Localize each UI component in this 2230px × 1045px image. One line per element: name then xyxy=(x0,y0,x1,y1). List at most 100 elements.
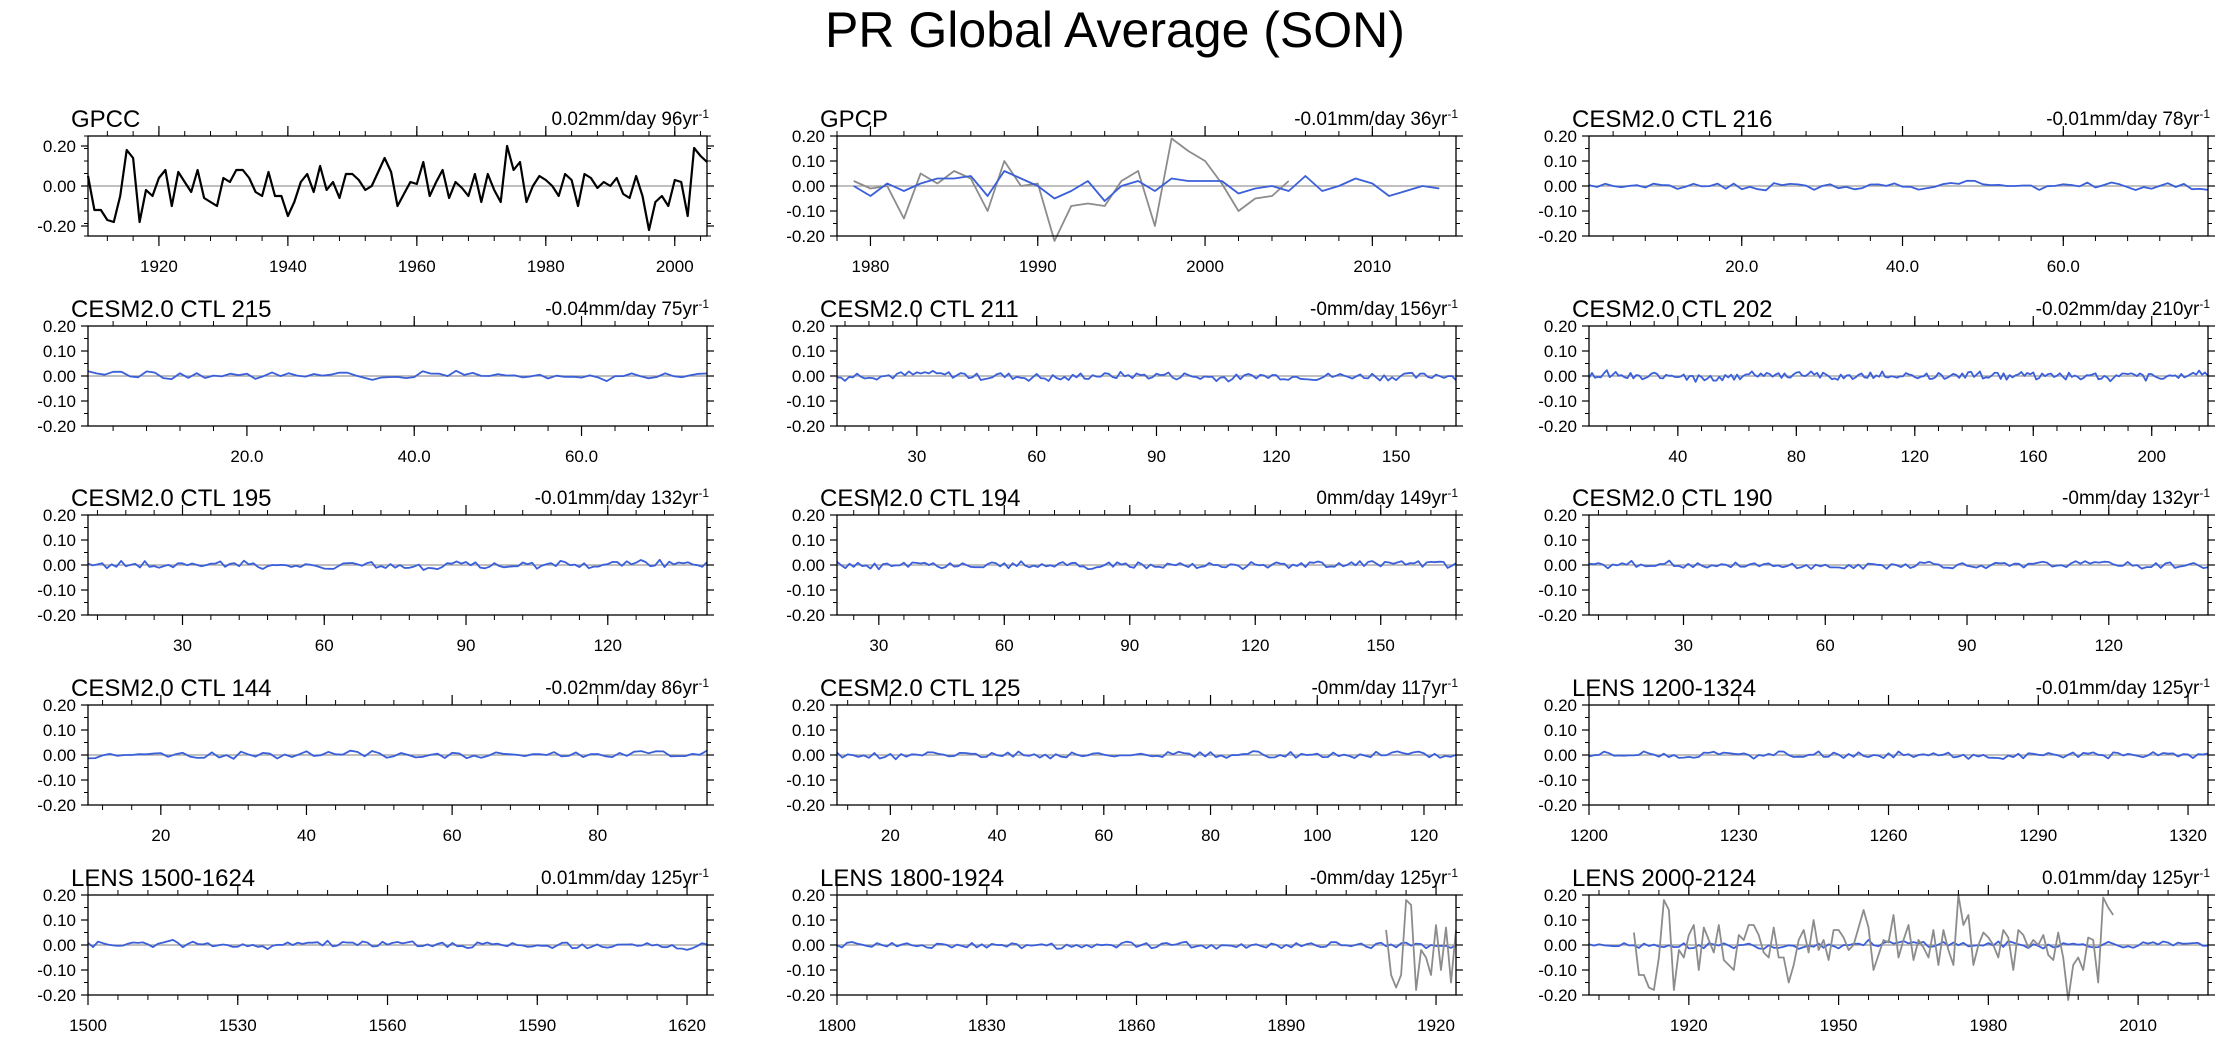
y-tick-label: 0.10 xyxy=(1544,531,1577,550)
x-tick-label: 1890 xyxy=(1267,1016,1305,1035)
x-tick-label: 120 xyxy=(594,636,622,655)
panel-title: GPCP xyxy=(820,106,888,133)
y-tick-label: 0.10 xyxy=(43,721,76,740)
y-tick-label: 0.20 xyxy=(1544,127,1577,146)
x-tick-label: 120 xyxy=(1241,636,1269,655)
x-tick-label: 1920 xyxy=(140,257,178,276)
y-tick-label: -0.20 xyxy=(37,986,76,1005)
y-tick-label: -0.10 xyxy=(1538,581,1577,600)
panel: LENS 1200-1324 -0.01mm/day 125yr-1 0.20 0.1… xyxy=(1538,675,2215,845)
panel-trend: -0mm/day 132yr-1 xyxy=(2062,486,2210,509)
x-tick-label: 120 xyxy=(1901,447,1929,466)
panel: LENS 1800-1924 -0mm/day 125yr-1 0.20 0.10 0.… xyxy=(786,865,1463,1035)
panel-trend: 0mm/day 149yr-1 xyxy=(1316,486,1458,509)
y-tick-label: -0.10 xyxy=(786,581,825,600)
panel-title: LENS 1800-1924 xyxy=(820,865,1004,892)
y-tick-label: -0.10 xyxy=(1538,202,1577,221)
panel-trend: -0.01mm/day 132yr-1 xyxy=(535,486,710,509)
x-tick-label: 2010 xyxy=(2119,1016,2157,1035)
x-tick-label: 20.0 xyxy=(1725,257,1758,276)
x-tick-label: 30 xyxy=(869,636,888,655)
y-tick-label: 0.20 xyxy=(792,506,825,525)
x-tick-label: 200 xyxy=(2138,447,2166,466)
y-tick-label: 0.00 xyxy=(1544,746,1577,765)
x-tick-label: 1980 xyxy=(852,257,890,276)
panel: CESM2.0 CTL 194 0mm/day 149yr-1 0.20 0.10 0.… xyxy=(786,485,1463,655)
panel-title: LENS 1500-1624 xyxy=(71,865,255,892)
panel-title: GPCC xyxy=(71,106,140,133)
x-tick-label: 120 xyxy=(2095,636,2123,655)
y-tick-label: -0.10 xyxy=(37,771,76,790)
x-tick-label: 2010 xyxy=(1353,257,1391,276)
y-tick-label: -0.20 xyxy=(786,986,825,1005)
y-tick-label: 0.10 xyxy=(43,342,76,361)
x-tick-label: 80 xyxy=(588,826,607,845)
series-line xyxy=(853,137,1290,242)
panel-title: LENS 1200-1324 xyxy=(1572,675,1756,702)
x-tick-label: 40.0 xyxy=(398,447,431,466)
x-tick-label: 60 xyxy=(1816,636,1835,655)
series-line xyxy=(87,939,708,951)
y-tick-label: 0.20 xyxy=(1544,506,1577,525)
x-tick-label: 90 xyxy=(457,636,476,655)
series-line xyxy=(1588,750,2209,760)
x-tick-label: 1920 xyxy=(1670,1016,1708,1035)
x-tick-label: 2000 xyxy=(1186,257,1224,276)
x-tick-label: 40 xyxy=(988,826,1007,845)
panel-trend: 0.02mm/day 96yr-1 xyxy=(552,107,710,130)
y-tick-label: 0.10 xyxy=(792,342,825,361)
x-tick-label: 60 xyxy=(1094,826,1113,845)
x-tick-label: 60.0 xyxy=(2047,257,2080,276)
x-tick-label: 1800 xyxy=(818,1016,856,1035)
series-line xyxy=(1633,894,2114,1001)
panel-trend: 0.01mm/day 125yr-1 xyxy=(541,866,709,889)
y-tick-label: -0.20 xyxy=(1538,417,1577,436)
panel-title: CESM2.0 CTL 125 xyxy=(820,675,1021,702)
y-tick-label: 0.20 xyxy=(1544,317,1577,336)
panel: CESM2.0 CTL 125 -0mm/day 117yr-1 0.20 0.10 0… xyxy=(786,675,1463,845)
y-tick-label: 0.10 xyxy=(1544,721,1577,740)
x-tick-label: 40 xyxy=(297,826,316,845)
y-tick-label: 0.20 xyxy=(43,506,76,525)
x-tick-label: 1980 xyxy=(527,257,565,276)
series-line xyxy=(853,170,1440,202)
y-tick-label: -0.20 xyxy=(786,227,825,246)
y-tick-label: 0.00 xyxy=(1544,936,1577,955)
y-tick-label: -0.20 xyxy=(786,417,825,436)
y-tick-label: 0.10 xyxy=(43,911,76,930)
y-tick-label: 0.00 xyxy=(43,936,76,955)
y-tick-label: -0.20 xyxy=(786,606,825,625)
panel-trend: -0.01mm/day 78yr-1 xyxy=(2046,107,2210,130)
y-tick-label: 0.20 xyxy=(792,317,825,336)
x-tick-label: 1260 xyxy=(1870,826,1908,845)
y-tick-label: 0.10 xyxy=(792,531,825,550)
x-tick-label: 1290 xyxy=(2019,826,2057,845)
x-tick-label: 80 xyxy=(1787,447,1806,466)
panel-title: CESM2.0 CTL 194 xyxy=(820,485,1021,512)
y-tick-label: 0.10 xyxy=(1544,152,1577,171)
panel-title: CESM2.0 CTL 195 xyxy=(71,485,272,512)
y-tick-label: 0.00 xyxy=(792,936,825,955)
series-line xyxy=(87,369,708,382)
x-tick-label: 60.0 xyxy=(565,447,598,466)
x-tick-label: 100 xyxy=(1303,826,1331,845)
panel-title: CESM2.0 CTL 190 xyxy=(1572,485,1773,512)
series-line xyxy=(1588,559,2209,570)
x-tick-label: 30 xyxy=(173,636,192,655)
x-tick-label: 20 xyxy=(151,826,170,845)
y-tick-label: -0.20 xyxy=(1538,606,1577,625)
x-tick-label: 1830 xyxy=(968,1016,1006,1035)
y-tick-label: 0.20 xyxy=(1544,886,1577,905)
x-tick-label: 1960 xyxy=(398,257,436,276)
x-tick-label: 150 xyxy=(1367,636,1395,655)
y-tick-label: -0.20 xyxy=(37,217,76,236)
y-tick-label: 0.20 xyxy=(43,886,76,905)
y-tick-label: -0.10 xyxy=(1538,961,1577,980)
x-tick-label: 1320 xyxy=(2169,826,2207,845)
panel: GPCC 0.02mm/day 96yr-1 0.20 0.00 -0.20 1920 19… xyxy=(37,106,714,276)
y-tick-label: 0.00 xyxy=(43,746,76,765)
x-tick-label: 1620 xyxy=(668,1016,706,1035)
series-line xyxy=(1385,899,1457,991)
panel-title: CESM2.0 CTL 211 xyxy=(820,296,1019,323)
